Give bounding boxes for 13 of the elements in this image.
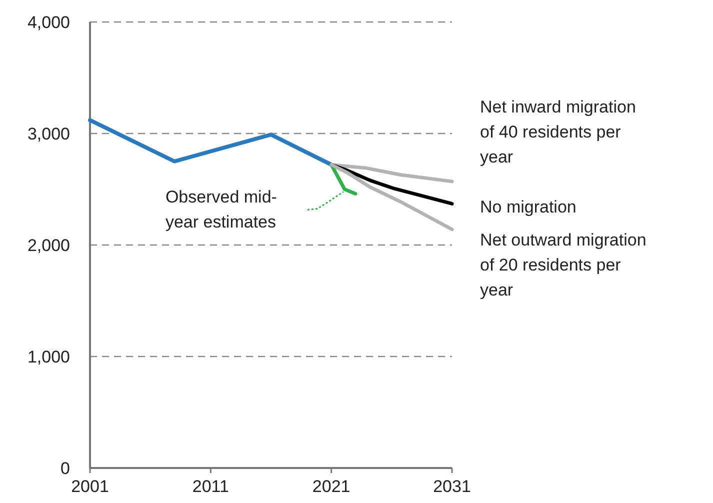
- series-label: Net outward migration of 20 residents per year: [480, 230, 646, 300]
- y-tick-label: 4,000: [27, 12, 70, 32]
- x-tick-label: 2011: [192, 477, 229, 496]
- x-tick-label: 2021: [312, 477, 350, 496]
- legend-label: Observed mid-year estimates: [165, 188, 277, 232]
- y-tick-label: 0: [60, 458, 70, 478]
- x-tick-label: 2031: [433, 477, 471, 496]
- y-tick-label: 1,000: [27, 347, 70, 366]
- x-tick-label: 2001: [71, 477, 109, 496]
- y-tick-label: 3,000: [27, 124, 70, 144]
- series-label: Net inward migration of 40 residents per year: [480, 97, 636, 166]
- series-label: No migration: [480, 198, 576, 217]
- y-tick-label: 2,000: [27, 236, 70, 255]
